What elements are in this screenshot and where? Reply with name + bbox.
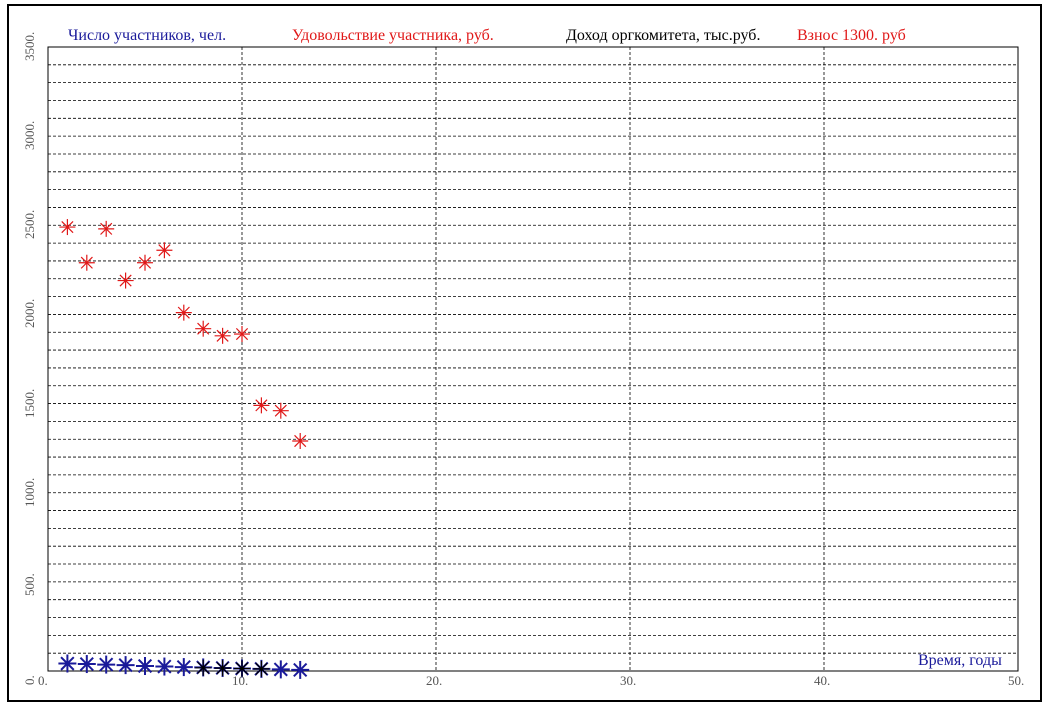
participants-point <box>97 655 116 674</box>
participants-point <box>116 656 135 675</box>
satisfaction-point <box>98 220 115 237</box>
income-point <box>234 660 250 677</box>
legend-satisfaction: Удовольствие участника, руб. <box>292 27 494 44</box>
y-tick-label: 2000. <box>22 299 37 329</box>
participants-point <box>136 657 154 676</box>
y-tick-label: 2500. <box>22 210 37 240</box>
satisfaction-point <box>175 304 192 321</box>
participants-point <box>58 654 77 673</box>
satisfaction-point <box>234 326 250 343</box>
y-tick-label: 500. <box>22 573 37 596</box>
x-tick-label: 40. <box>814 673 831 688</box>
participants-point <box>291 660 310 679</box>
y-tick-label: 1500. <box>22 388 37 418</box>
x-tick-label: 50. <box>1008 673 1025 688</box>
income-point <box>195 659 212 676</box>
fee-label: Взнос 1300. руб <box>797 27 906 44</box>
satisfaction-point <box>137 254 153 271</box>
satisfaction-point <box>156 242 173 259</box>
participants-point <box>155 657 174 676</box>
x-tick-label: 0. <box>38 673 48 688</box>
y-tick-label: 3500. <box>22 31 37 61</box>
legend-income: Доход оргкомитета, тыс.руб. <box>566 27 761 44</box>
satisfaction-point <box>253 397 270 414</box>
satisfaction-point <box>78 254 95 271</box>
y-tick-label: 1000. <box>22 477 37 507</box>
x-tick-label: 20. <box>426 673 443 688</box>
participants-point <box>271 660 290 679</box>
satisfaction-point <box>117 272 134 289</box>
x-axis-label: Время, годы <box>918 652 1002 669</box>
x-tick-label: 30. <box>620 673 637 688</box>
satisfaction-point <box>292 433 309 450</box>
participants-point <box>77 655 96 674</box>
satisfaction-point <box>195 320 212 337</box>
legend-participants: Число участников, чел. <box>68 27 227 44</box>
x-tick-label: 10. <box>232 673 249 688</box>
income-point <box>253 660 270 677</box>
plot-area <box>47 46 1019 672</box>
participants-point <box>174 658 193 677</box>
satisfaction-point <box>272 402 289 419</box>
y-tick-label: 0. <box>22 675 37 685</box>
income-point <box>214 660 231 677</box>
satisfaction-point <box>214 327 231 344</box>
satisfaction-point <box>59 219 76 236</box>
y-tick-label: 3000. <box>22 120 37 151</box>
chart-frame <box>7 4 1042 702</box>
